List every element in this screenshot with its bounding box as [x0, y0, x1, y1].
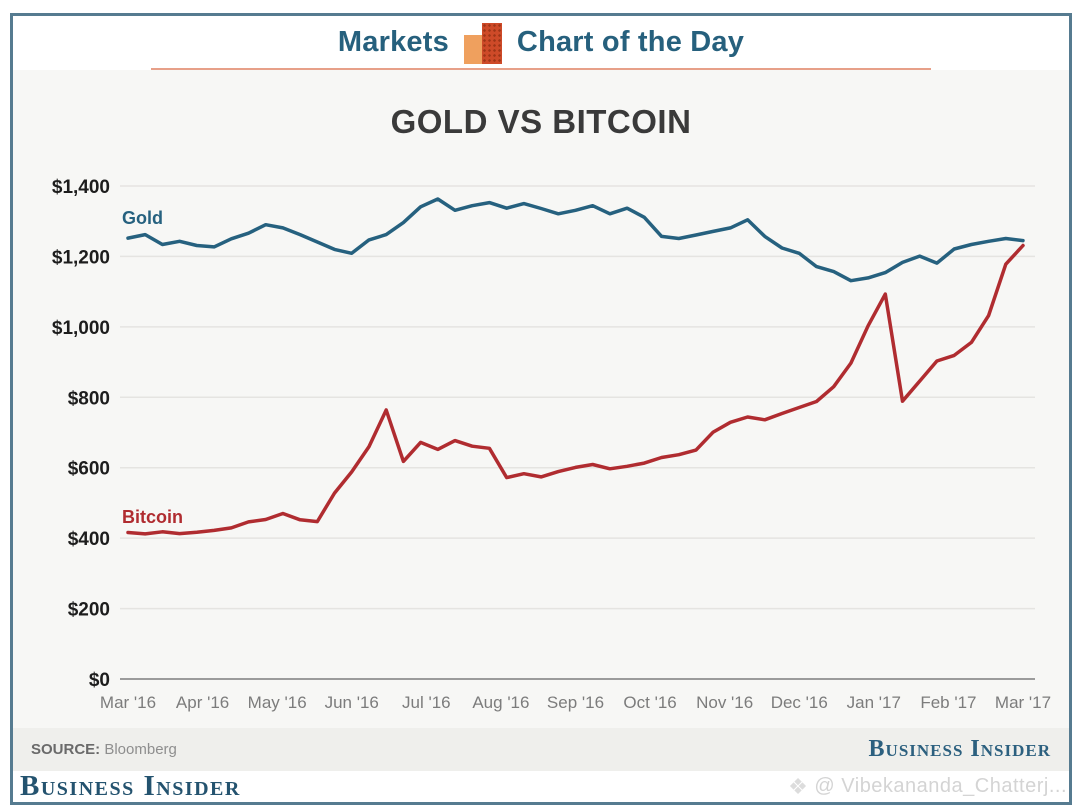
- diamond-icon: ❖: [788, 773, 809, 799]
- y-tick-label: $1,200: [52, 247, 110, 268]
- y-tick-label: $800: [68, 388, 110, 409]
- gold-vs-bitcoin-chart: $0 $200 $400 $600 $800 $1,000 $1,200 $1,400 Mar …: [52, 177, 1051, 712]
- bitcoin-line: [126, 243, 1025, 536]
- header-divider: [151, 68, 931, 70]
- business-insider-logo-small: Business Insider: [868, 736, 1051, 762]
- x-tick-label: Aug '16: [472, 693, 529, 712]
- x-tick-label: Jul '16: [402, 693, 451, 712]
- gold-line: [126, 197, 1025, 283]
- header-left-label: Markets: [337, 25, 449, 58]
- bar-chart-icon-right-bar: [481, 22, 502, 64]
- bar-chart-icon-left-bar: [463, 34, 482, 64]
- source-strip: SOURCE: Bloomberg Business Insider: [13, 728, 1069, 771]
- business-insider-logo-large: Business Insider: [20, 770, 241, 802]
- x-tick-label: Mar '16: [100, 693, 156, 712]
- x-tick-label: Dec '16: [771, 693, 828, 712]
- bitcoin-series-label: Bitcoin: [122, 507, 183, 527]
- y-tick-label: $0: [89, 670, 110, 691]
- x-tick-label: Nov '16: [696, 693, 753, 712]
- x-tick-label: Jun '16: [325, 693, 379, 712]
- x-tick-label: Oct '16: [623, 693, 676, 712]
- x-tick-label: May '16: [248, 693, 307, 712]
- gold-series-label: Gold: [122, 208, 163, 228]
- x-tick-label: Mar '17: [995, 693, 1051, 712]
- x-tick-label: Jan '17: [847, 693, 901, 712]
- watermark: ❖ @ Vibekananda_Chatterj...: [788, 774, 1067, 800]
- y-tick-label: $1,000: [52, 318, 110, 339]
- x-tick-label: Sep '16: [547, 693, 604, 712]
- chart-panel: GOLD VS BITCOIN $0 $200 $400 $600 $800 $1,000…: [13, 70, 1069, 728]
- header: Markets Chart of the Day: [13, 16, 1069, 68]
- bar-chart-icon: [463, 22, 502, 64]
- source-label: SOURCE:: [31, 741, 101, 758]
- x-tick-label: Apr '16: [176, 693, 229, 712]
- y-tick-label: $600: [68, 459, 110, 480]
- x-tick-label: Feb '17: [920, 693, 976, 712]
- y-tick-label: $400: [68, 529, 110, 550]
- header-right-label: Chart of the Day: [516, 25, 745, 58]
- source-credit: SOURCE: Bloomberg: [31, 741, 177, 758]
- chart-title: GOLD VS BITCOIN: [390, 103, 692, 140]
- source-value: Bloomberg: [104, 741, 177, 758]
- watermark-text: @ Vibekananda_Chatterj...: [814, 775, 1067, 797]
- chart-card: Markets Chart of the Day GOLD VS BITCOIN…: [10, 13, 1072, 805]
- y-tick-label: $1,400: [52, 177, 110, 198]
- bottom-strip: Business Insider ❖ @ Vibekananda_Chatterj…: [13, 770, 1069, 802]
- y-tick-label: $200: [68, 600, 110, 621]
